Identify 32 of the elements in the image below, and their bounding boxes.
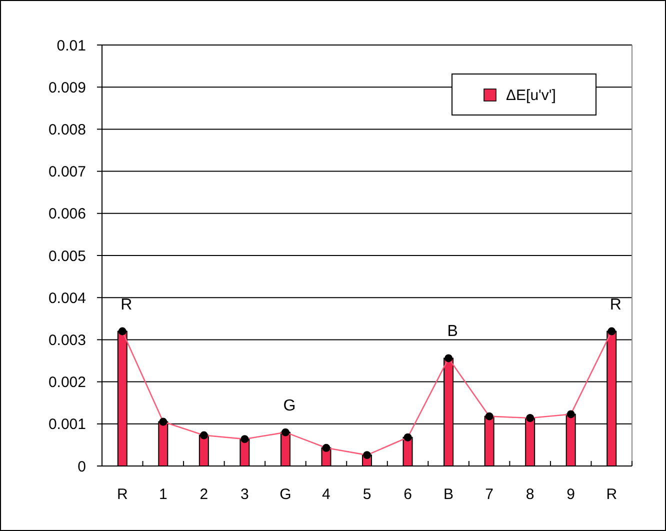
annotation: R [120, 296, 132, 314]
y-tick-label: 0 [78, 458, 86, 476]
bar [402, 436, 413, 466]
bar [198, 434, 209, 466]
x-tick-label: 6 [404, 486, 412, 503]
x-tick-label: 1 [158, 486, 168, 503]
y-tick-label: 0.005 [48, 248, 86, 265]
y-tick-label: 0.009 [48, 79, 86, 96]
x-tick-label: R [116, 486, 128, 503]
y-tick-label: 0.003 [48, 332, 86, 349]
y-tick-label: 0.002 [48, 374, 86, 392]
y-tick-label: 0.001 [48, 416, 86, 434]
x-tick-label: B [444, 486, 454, 503]
x-tick-label: 3 [240, 486, 249, 503]
x-tick-label: R [606, 486, 618, 503]
legend-label: ΔE[u'v'] [506, 87, 556, 104]
y-tick-label: 0.01 [56, 37, 86, 54]
x-tick-label: 7 [485, 486, 494, 503]
x-tick-label: 5 [362, 486, 372, 503]
x-tick-label: G [280, 486, 292, 503]
annotation: G [283, 397, 296, 414]
y-tick-label: 0.004 [48, 290, 86, 307]
x-tick-label: 8 [526, 486, 534, 503]
x-tick-label: 4 [322, 486, 330, 503]
y-tick-label: 0.007 [48, 164, 86, 181]
y-tick-label: 0.008 [48, 121, 86, 138]
bar [280, 432, 290, 466]
x-tick-label: 2 [200, 486, 208, 503]
x-tick-label: 9 [566, 486, 576, 503]
y-tick-label: 0.006 [48, 206, 86, 223]
annotation: R [610, 296, 622, 314]
annotation: B [447, 323, 458, 340]
